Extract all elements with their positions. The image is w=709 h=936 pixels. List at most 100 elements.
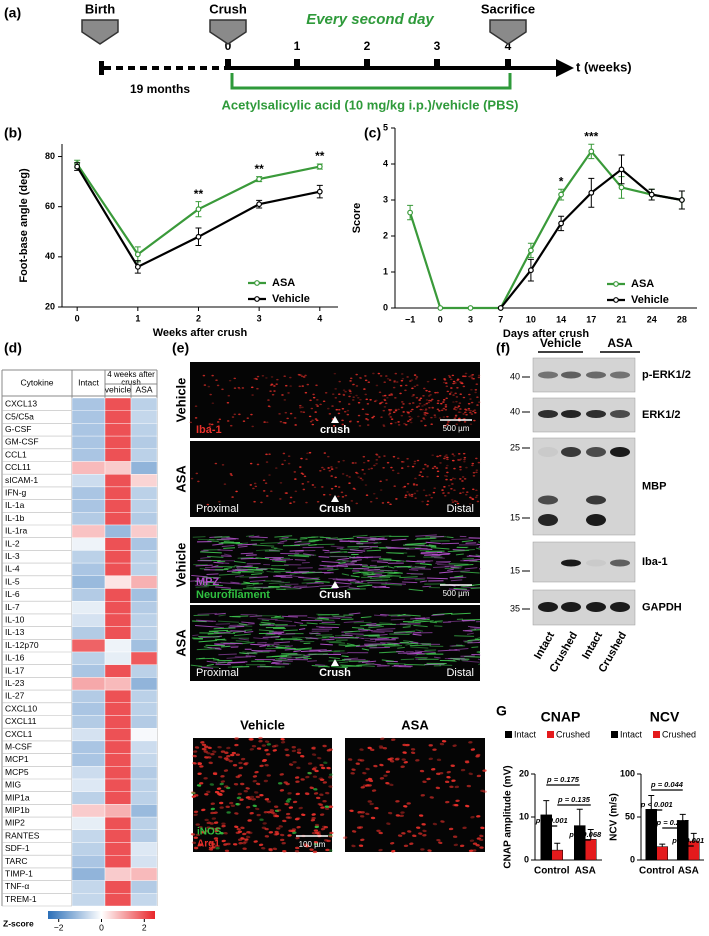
signal [362, 573, 375, 575]
x-tick-label: Control [534, 866, 570, 877]
signal [326, 766, 331, 770]
signal [412, 633, 422, 636]
signal [228, 379, 232, 382]
signal [319, 778, 325, 782]
signal [424, 424, 427, 427]
signal [370, 637, 390, 641]
signal [419, 580, 428, 583]
signal [341, 634, 353, 637]
signal [425, 402, 429, 405]
signal [408, 494, 412, 497]
signal [439, 402, 443, 405]
signal [306, 452, 309, 455]
signal [356, 472, 359, 475]
signal [415, 620, 434, 623]
signal [368, 624, 380, 627]
heat-cell [71, 829, 106, 843]
signal [251, 649, 263, 652]
signal [457, 411, 461, 413]
heat-cell [71, 639, 106, 653]
signal [382, 643, 391, 646]
signal [206, 826, 211, 829]
signal [343, 410, 347, 413]
signal [249, 462, 253, 465]
signal [220, 789, 225, 793]
signal [302, 488, 306, 491]
heat-cell [130, 867, 158, 881]
timeline-tick [364, 59, 370, 68]
signal [365, 778, 370, 782]
micrograph-signal [190, 451, 481, 506]
signal [294, 849, 300, 853]
signal [415, 629, 424, 632]
signal [475, 457, 478, 460]
signal [408, 402, 412, 405]
signal [352, 383, 355, 386]
signal [198, 639, 218, 643]
signal [448, 376, 452, 378]
signal [190, 664, 203, 667]
significance-label: ** [194, 187, 204, 201]
signal [246, 417, 250, 419]
signal [299, 585, 319, 589]
signal [330, 475, 333, 477]
signal [469, 398, 472, 400]
signal [214, 827, 219, 830]
signal [470, 374, 473, 377]
significance-label: * [559, 174, 564, 188]
signal [264, 740, 270, 743]
signal [432, 612, 453, 616]
signal [391, 469, 395, 472]
signal [219, 582, 242, 585]
signal [433, 378, 437, 381]
heat-cell [71, 791, 106, 805]
p-value-label: p = 0.267 [656, 818, 690, 827]
signal [215, 379, 218, 382]
signal [396, 457, 400, 460]
signal [288, 829, 293, 833]
signal [201, 743, 207, 747]
signal [192, 754, 197, 758]
signal [469, 411, 472, 414]
orientation-label: Distal [446, 503, 474, 515]
colorbar-tick-label: −2 [54, 922, 64, 932]
signal [443, 494, 447, 497]
signal [233, 413, 237, 416]
signal [338, 661, 349, 664]
signal [471, 488, 475, 491]
signal [370, 748, 375, 752]
signal [272, 813, 277, 816]
signal [480, 789, 485, 793]
signal [349, 392, 353, 395]
signal [464, 760, 470, 764]
column-header: Cytokine [20, 377, 53, 387]
signal [348, 395, 351, 398]
signal [191, 637, 203, 639]
signal [409, 644, 432, 647]
signal [255, 795, 260, 799]
signal [327, 568, 339, 572]
signal [367, 800, 372, 803]
signal [257, 618, 278, 621]
x-tick-label: 17 [586, 314, 596, 324]
signal [234, 812, 239, 815]
band [586, 495, 606, 505]
scale-bar-label: 500 µm [443, 589, 470, 598]
signal [294, 540, 302, 543]
signal [334, 388, 337, 390]
signal [478, 838, 484, 842]
signal [475, 844, 480, 847]
signal [409, 651, 423, 654]
heat-cell [71, 816, 106, 830]
signal [404, 389, 407, 392]
signal [369, 576, 391, 579]
signal [261, 374, 265, 377]
signal [208, 425, 212, 428]
signal [324, 391, 328, 394]
signal [395, 381, 399, 383]
heat-cell [104, 410, 132, 424]
band [561, 602, 581, 612]
signal [268, 474, 271, 476]
signal [405, 743, 410, 747]
signal [302, 411, 306, 414]
